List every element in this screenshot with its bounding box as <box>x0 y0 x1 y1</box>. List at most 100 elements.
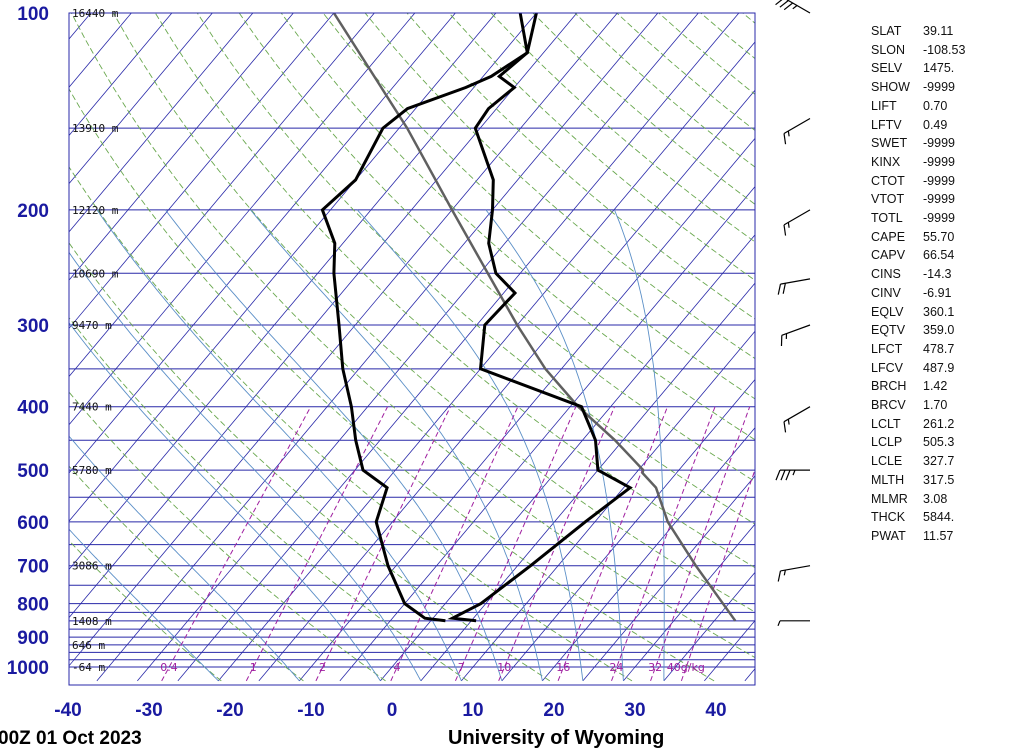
index-key: VTOT <box>871 192 905 207</box>
wind-barb-staff <box>783 0 811 14</box>
dry-adiabat <box>69 88 715 682</box>
index-row: LFCT 478.7 <box>871 340 965 359</box>
index-key: LCLT <box>871 416 901 431</box>
moist-adiabat <box>250 209 543 681</box>
isotherm-line <box>69 13 254 233</box>
index-value: 1.70 <box>923 398 948 413</box>
index-row: SLON -108.53 <box>871 41 965 60</box>
wind-barb <box>775 469 810 481</box>
wind-barb <box>783 117 811 145</box>
index-value: -9999 <box>923 154 955 169</box>
isotherm-line <box>218 41 755 682</box>
index-row: EQTV 359.0 <box>871 321 965 340</box>
index-row: LCLT 261.2 <box>871 415 965 434</box>
wind-barb-half <box>785 333 788 339</box>
wind-barb-full <box>782 283 786 294</box>
dry-adiabat <box>658 13 755 95</box>
isotherm-line <box>380 234 755 682</box>
isotherm-line <box>69 13 375 378</box>
isotherm-line <box>258 89 755 682</box>
moist-adiabat <box>69 528 219 682</box>
index-row: VTOT -9999 <box>871 190 965 209</box>
index-key: SLAT <box>871 24 902 38</box>
index-row: EQLV 360.1 <box>871 303 965 322</box>
index-key: THCK <box>871 510 906 525</box>
index-row: BRCV 1.70 <box>871 396 965 415</box>
index-value: 5844. <box>923 510 955 525</box>
dry-adiabat <box>154 13 755 569</box>
index-row: LCLE 327.7 <box>871 452 965 471</box>
mixing-ratio-label: 24 <box>609 661 623 674</box>
dry-adiabat <box>113 13 755 613</box>
index-value: 66.54 <box>923 248 955 263</box>
dry-adiabat <box>71 13 755 659</box>
height-label: 646 m <box>72 639 105 652</box>
isotherm-line <box>69 13 213 185</box>
index-value: -9999 <box>923 80 955 95</box>
index-key: CAPV <box>871 248 906 263</box>
moist-adiabat <box>69 322 381 682</box>
index-key: PWAT <box>871 528 906 543</box>
index-value: 487.9 <box>923 360 955 375</box>
footer-source: University of Wyoming <box>448 727 664 749</box>
index-row: KINX -9999 <box>871 153 965 172</box>
moist-adiabat <box>69 435 300 682</box>
dry-adiabat <box>69 540 222 682</box>
index-row: SWET -9999 <box>871 134 965 153</box>
temperature-tick-label: 10 <box>462 700 483 721</box>
index-value: 327.7 <box>923 454 955 469</box>
dewpoint-line <box>320 13 538 623</box>
isotherm-line <box>69 13 416 426</box>
index-row: CTOT -9999 <box>871 172 965 191</box>
index-key: TOTL <box>871 211 903 226</box>
temperature-line <box>447 13 633 623</box>
index-value: 55.70 <box>923 229 955 244</box>
wind-barb <box>783 406 811 433</box>
index-row: SHOW -9999 <box>871 78 965 97</box>
moist-adiabat <box>165 209 503 682</box>
pressure-tick-label: 400 <box>17 398 49 419</box>
index-value: 11.57 <box>923 528 954 543</box>
index-key: LFCV <box>871 360 903 375</box>
mixing-ratio-line <box>161 406 312 682</box>
index-key: EQLV <box>871 304 904 319</box>
wind-barb-full <box>783 133 787 145</box>
mixing-ratio-label: 7 <box>458 661 465 674</box>
dry-adiabat <box>700 13 755 60</box>
height-label: 7440 m <box>72 401 112 414</box>
wind-barb-half <box>787 222 790 228</box>
temperature-tick-label: 30 <box>624 700 645 721</box>
index-key: BRCV <box>871 398 906 413</box>
isotherm-line <box>623 523 755 682</box>
isotherm-line <box>542 427 755 682</box>
index-row: MLMR 3.08 <box>871 490 965 509</box>
index-row: BRCH 1.42 <box>871 377 965 396</box>
index-value: 39.11 <box>923 24 954 38</box>
height-label: 16440 m <box>72 7 119 20</box>
index-value: -108.53 <box>923 42 966 57</box>
wind-barb-full <box>783 421 787 433</box>
moist-adiabat <box>96 209 462 682</box>
mixing-ratio-label: 0.4 <box>160 661 178 674</box>
index-row: PWAT 11.57 <box>871 527 965 546</box>
wind-barb-half <box>792 5 798 10</box>
index-row: LFTV 0.49 <box>871 116 965 135</box>
wind-barb-half <box>777 620 781 627</box>
index-key: LCLE <box>871 454 903 469</box>
index-key: LIFT <box>871 98 897 113</box>
index-key: CINS <box>871 267 901 282</box>
wind-barb-full <box>775 0 785 6</box>
mixing-ratio-line <box>611 406 716 682</box>
wind-barb-full <box>783 224 787 236</box>
index-row: LCLP 505.3 <box>871 433 965 452</box>
temperature-tick-label: -40 <box>54 700 81 721</box>
index-row: THCK 5844. <box>871 508 965 527</box>
index-value: 0.70 <box>923 98 948 113</box>
grid-lines <box>69 13 755 682</box>
moist-adiabat <box>69 251 422 682</box>
wind-barb <box>777 620 810 627</box>
pressure-tick-label: 600 <box>17 513 49 534</box>
index-value: -9999 <box>923 211 955 226</box>
index-value: -9999 <box>923 192 955 207</box>
